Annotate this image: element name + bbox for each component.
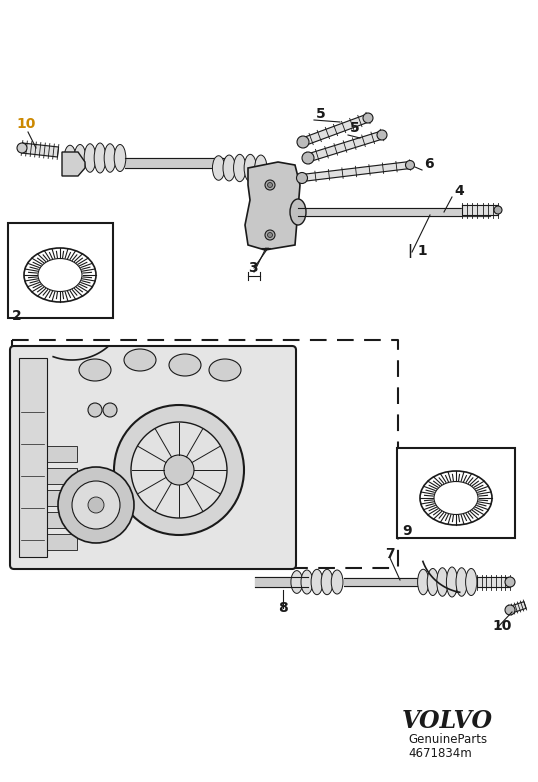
Bar [22,446,77,462]
Polygon shape [302,114,370,145]
Ellipse shape [321,569,333,594]
Text: 3: 3 [248,261,258,275]
Polygon shape [509,601,526,613]
Text: 10: 10 [16,117,36,131]
Bar [22,490,77,506]
Ellipse shape [290,199,306,225]
Circle shape [164,455,194,485]
Circle shape [363,113,373,123]
Polygon shape [462,205,498,215]
Circle shape [114,405,244,535]
Ellipse shape [417,569,429,595]
Ellipse shape [456,568,467,596]
Circle shape [72,481,120,529]
Bar [22,512,77,528]
Text: VOLVO: VOLVO [402,709,493,733]
Circle shape [406,160,414,170]
Text: 6: 6 [424,157,434,171]
Ellipse shape [427,569,438,596]
Circle shape [494,206,502,214]
Ellipse shape [420,471,492,525]
Ellipse shape [213,156,225,180]
Polygon shape [477,577,510,587]
Polygon shape [22,143,59,157]
Circle shape [296,173,308,184]
Circle shape [88,497,104,513]
Text: GenuineParts: GenuineParts [408,733,487,746]
Text: 8: 8 [278,601,288,615]
Text: 10: 10 [492,619,512,633]
Ellipse shape [254,155,267,181]
Polygon shape [62,152,85,176]
FancyBboxPatch shape [10,346,296,569]
Text: 5: 5 [350,121,360,135]
Text: 5: 5 [316,107,325,121]
Text: 7: 7 [385,547,395,561]
Ellipse shape [244,154,257,181]
Ellipse shape [74,145,86,171]
Circle shape [265,230,275,240]
Ellipse shape [94,143,106,173]
Circle shape [131,422,227,518]
Ellipse shape [169,354,201,376]
Text: 4671834m: 4671834m [408,747,472,760]
Ellipse shape [104,144,116,172]
Circle shape [297,136,309,148]
Ellipse shape [84,144,96,172]
Bar [397,448,515,538]
Ellipse shape [233,154,246,181]
Ellipse shape [301,570,313,594]
Text: 9: 9 [402,524,412,538]
Circle shape [17,143,27,153]
Ellipse shape [124,349,156,371]
Bar [8,223,113,318]
Circle shape [58,467,134,543]
Polygon shape [307,131,383,162]
Polygon shape [245,162,300,250]
Circle shape [377,130,387,140]
Ellipse shape [331,570,343,594]
Polygon shape [302,162,410,181]
Ellipse shape [291,571,303,594]
Bar [19,358,47,557]
Circle shape [103,403,117,417]
Ellipse shape [311,569,323,594]
Bar [22,468,77,484]
Circle shape [265,180,275,190]
Ellipse shape [437,568,448,596]
Ellipse shape [209,359,241,381]
Ellipse shape [223,155,235,181]
Ellipse shape [447,567,458,597]
Circle shape [267,182,273,188]
Circle shape [505,577,515,587]
Circle shape [88,403,102,417]
Text: | 1: | 1 [408,244,428,258]
Ellipse shape [434,482,478,515]
Text: 2: 2 [12,309,22,323]
Circle shape [302,152,314,164]
Circle shape [267,232,273,238]
Bar [22,534,77,550]
Ellipse shape [114,145,126,171]
Text: 4: 4 [454,184,464,198]
Ellipse shape [24,248,96,302]
Circle shape [505,605,515,615]
Ellipse shape [465,569,477,596]
Ellipse shape [38,259,82,292]
Ellipse shape [64,145,76,170]
Ellipse shape [79,359,111,381]
